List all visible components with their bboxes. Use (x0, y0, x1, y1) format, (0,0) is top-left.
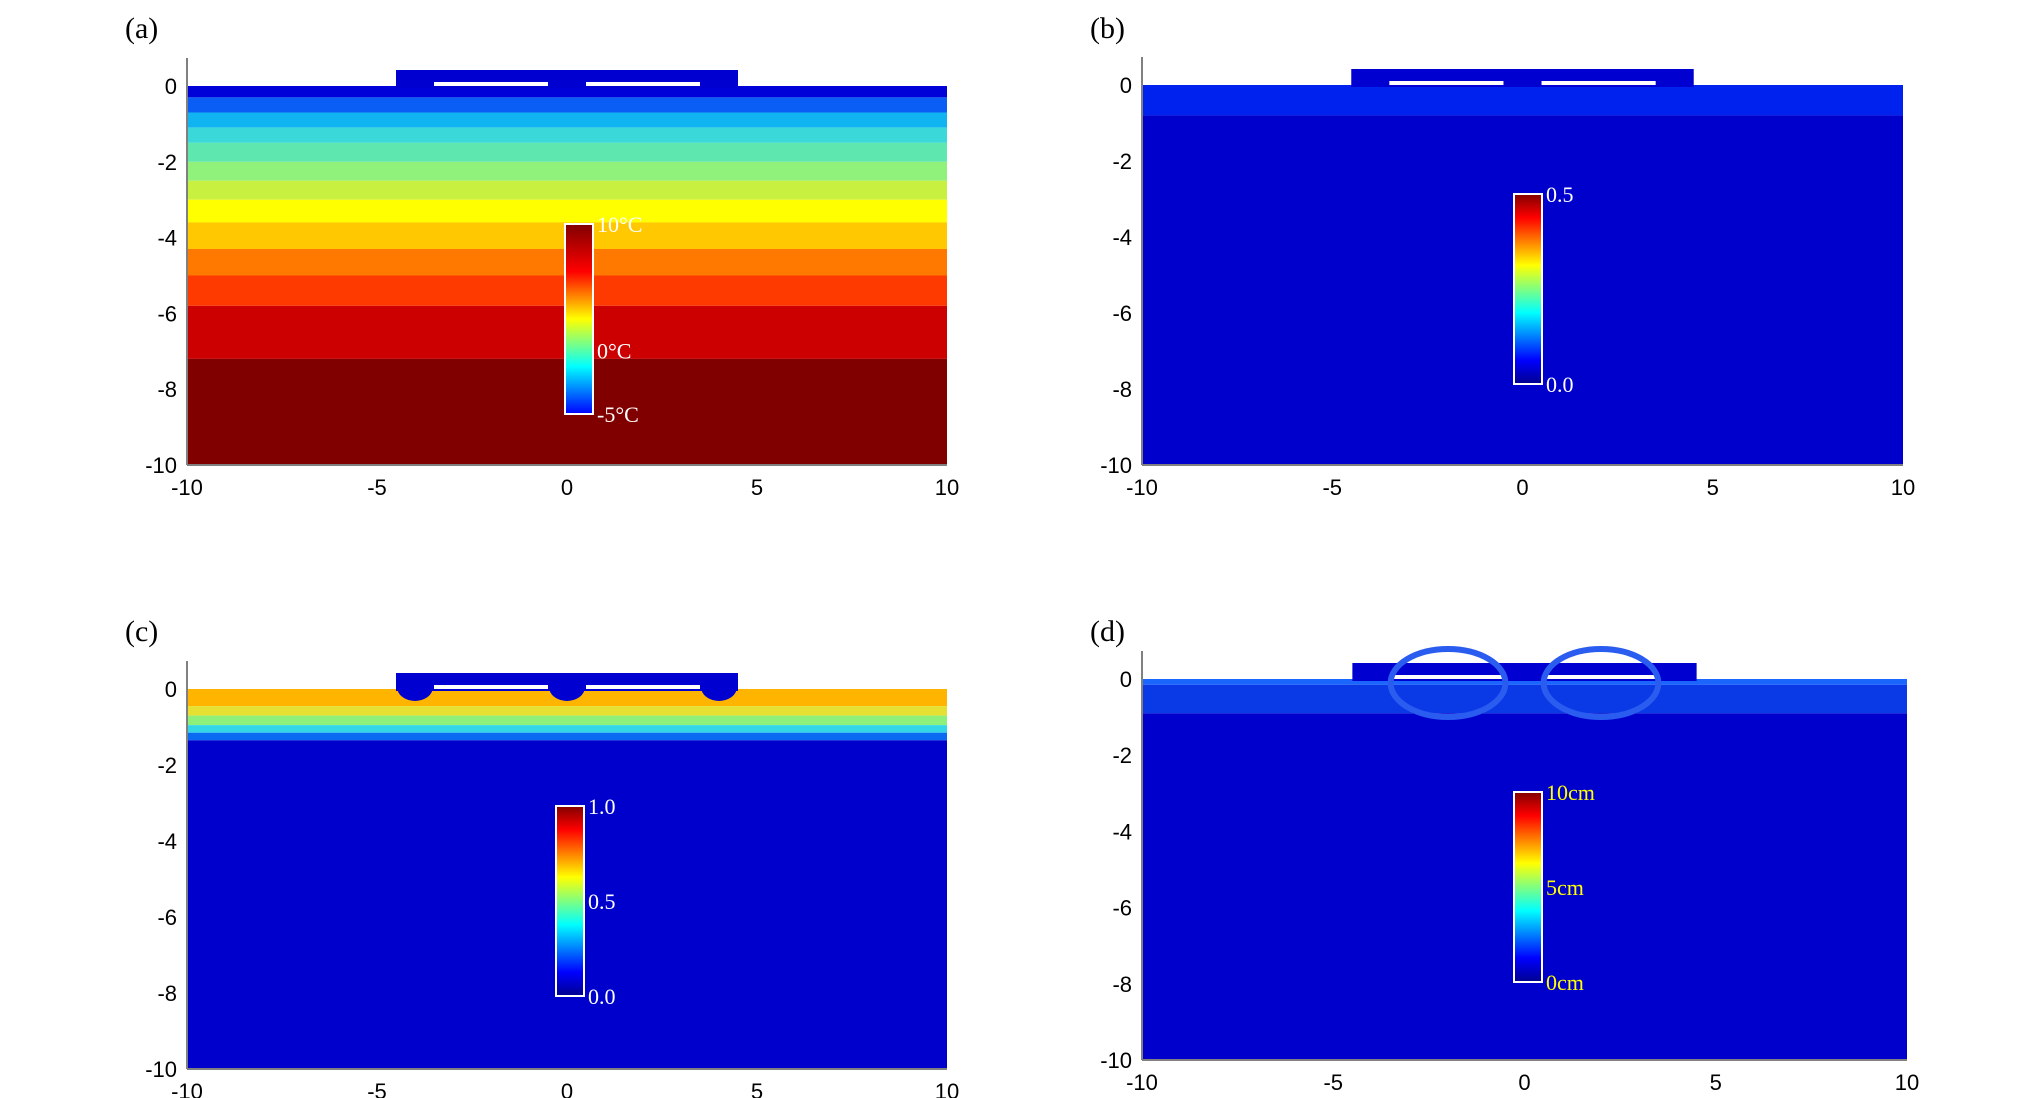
panel-label: (d) (1090, 615, 1125, 648)
support-bump (397, 673, 433, 701)
x-tick-label: 0 (561, 475, 573, 500)
x-tick-label: 10 (1891, 475, 1915, 500)
colorbar-label: 10°C (597, 212, 642, 237)
support-bump (701, 673, 737, 701)
colorbar-label: 10cm (1546, 780, 1595, 805)
y-tick-label: -2 (157, 753, 177, 778)
support-bump (549, 673, 585, 701)
panel-label: (a) (125, 12, 158, 45)
y-tick-label: 0 (1120, 667, 1132, 692)
colorbar (1513, 193, 1543, 385)
field-layer (187, 715, 947, 726)
colorbar-label: 0cm (1546, 970, 1584, 995)
x-tick-label: 5 (1710, 1070, 1722, 1095)
y-tick-label: -8 (1112, 377, 1132, 402)
field-layer (187, 199, 947, 223)
field-layer (187, 86, 947, 98)
x-tick-label: -5 (1322, 475, 1342, 500)
x-tick-label: -10 (1126, 475, 1158, 500)
y-tick-label: -10 (1100, 1048, 1132, 1073)
panel-d: (d) -10 -5 0 5 10 0 -2 -4 -6 -8 -10 10cm 5cm 0cm (1090, 615, 1919, 1095)
field-layer (1142, 684, 1907, 714)
field-layer (1142, 85, 1903, 116)
colorbar (564, 223, 594, 415)
pipe-highlight (1389, 81, 1504, 85)
thaw-bulb (1387, 646, 1509, 720)
panel-label: (b) (1090, 12, 1125, 45)
colorbar-label: 5cm (1546, 875, 1584, 900)
x-tick-label: -10 (1126, 1070, 1158, 1095)
x-tick-label: 0 (1518, 1070, 1530, 1095)
y-tick-label: -10 (145, 453, 177, 478)
y-tick-label: -6 (157, 905, 177, 930)
x-tick-label: -5 (367, 475, 387, 500)
x-tick-label: -5 (1323, 1070, 1343, 1095)
y-tick-label: -10 (1100, 453, 1132, 478)
pipe-highlight (586, 82, 700, 86)
field-layer (187, 127, 947, 143)
pipe-highlight (586, 685, 700, 689)
x-tick-label: 10 (935, 475, 959, 500)
y-tick-label: 0 (165, 677, 177, 702)
pipe-highlight (1390, 675, 1506, 679)
y-tick-label: -6 (1112, 301, 1132, 326)
thaw-bulb (1540, 646, 1662, 720)
x-tick-label: 0 (1516, 475, 1528, 500)
y-tick-label: -4 (1112, 819, 1132, 844)
y-tick-label: 0 (165, 74, 177, 99)
y-tick-label: -4 (157, 226, 177, 251)
x-tick-label: -5 (367, 1079, 387, 1098)
colorbar (1513, 791, 1543, 983)
y-tick-label: -8 (157, 377, 177, 402)
y-tick-label: -4 (1112, 225, 1132, 250)
colorbar-label: 0.5 (588, 889, 616, 914)
field-layer (187, 161, 947, 181)
x-tick-label: 5 (751, 475, 763, 500)
colorbar (555, 805, 585, 997)
y-tick-label: -8 (1112, 972, 1132, 997)
panel-a: (a) -10 -5 0 5 10 0 -2 -4 -6 -8 -10 10°C 0°C -5°C (125, 12, 959, 500)
colorbar-label: 0.0 (1546, 372, 1574, 397)
y-tick-label: -6 (157, 301, 177, 326)
pipe-highlight (434, 82, 548, 86)
x-tick-label: 5 (751, 1079, 763, 1098)
x-tick-label: -10 (171, 1079, 203, 1098)
field-layer (187, 706, 947, 716)
panel-label: (c) (125, 615, 158, 648)
y-tick-label: -2 (1112, 743, 1132, 768)
pipe-highlight (434, 685, 548, 689)
y-tick-label: -8 (157, 981, 177, 1006)
field-layer (1142, 679, 1907, 685)
y-tick-label: -10 (145, 1057, 177, 1082)
panel-c: (c) -10 -5 0 5 10 0 -2 -4 -6 -8 -10 1.0 0.5 0.0 (125, 615, 959, 1098)
y-tick-label: -4 (157, 829, 177, 854)
x-tick-label: -10 (171, 475, 203, 500)
colorbar-label: -5°C (597, 402, 639, 427)
colorbar-label: 0°C (597, 339, 631, 364)
field-layer (187, 112, 947, 128)
field-layer (187, 97, 947, 113)
colorbar-label: 0.5 (1546, 182, 1574, 207)
x-tick-label: 0 (561, 1079, 573, 1098)
colorbar-label: 1.0 (588, 794, 616, 819)
y-tick-label: -2 (1112, 149, 1132, 174)
x-tick-label: 10 (935, 1079, 959, 1098)
field-layer (187, 142, 947, 162)
y-tick-label: -6 (1112, 896, 1132, 921)
colorbar-label: 0.0 (588, 984, 616, 1009)
x-tick-label: 10 (1895, 1070, 1919, 1095)
y-tick-label: -2 (157, 150, 177, 175)
y-tick-label: 0 (1120, 73, 1132, 98)
field-layer (187, 732, 947, 741)
pipe-highlight (1543, 675, 1659, 679)
pipe-highlight (1541, 81, 1656, 85)
field-layer (187, 180, 947, 200)
panel-b: (b) -10 -5 0 5 10 0 -2 -4 -6 -8 -10 0.5 0.0 (1090, 12, 1915, 500)
x-tick-label: 5 (1707, 475, 1719, 500)
field-layer (187, 725, 947, 733)
